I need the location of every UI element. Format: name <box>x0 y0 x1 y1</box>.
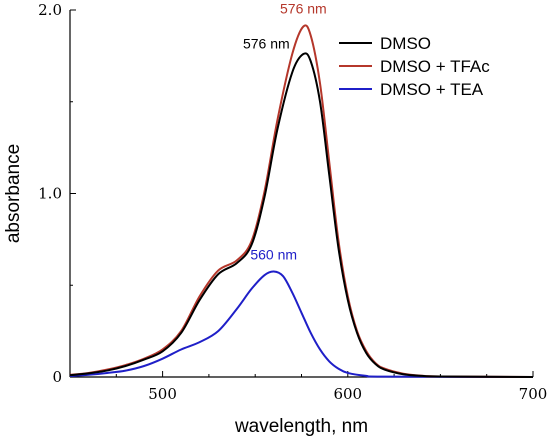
x-tick-label: 600 <box>333 385 362 403</box>
annotations: 576 nm 576 nm 560 nm <box>243 1 327 263</box>
legend-label-2: DMSO + TEA <box>380 80 484 99</box>
series-line-0 <box>69 52 534 378</box>
series-line-2 <box>69 270 534 378</box>
peak-annotation-2: 560 nm <box>250 247 297 263</box>
x-axis-title: wavelength, nm <box>234 416 368 437</box>
legend-label-0: DMSO <box>380 34 431 53</box>
y-tick-label: 2.0 <box>38 1 62 19</box>
peak-annotation-1: 576 nm <box>243 36 290 52</box>
x-tick-label: 500 <box>148 385 177 403</box>
axes: 500 600 700 0 1.0 2.0 <box>38 1 547 403</box>
y-axis-title: absorbance <box>3 144 24 243</box>
series-line-1 <box>69 24 534 378</box>
y-tick-label: 0 <box>52 368 62 386</box>
series-layer <box>69 24 534 378</box>
legend-label-1: DMSO + TFAc <box>380 57 490 76</box>
y-tick-label: 1.0 <box>38 185 62 203</box>
peak-annotation-0: 576 nm <box>280 1 327 17</box>
x-tick-label: 700 <box>519 385 548 403</box>
legend: DMSO DMSO + TFAc DMSO + TEA <box>339 34 490 99</box>
